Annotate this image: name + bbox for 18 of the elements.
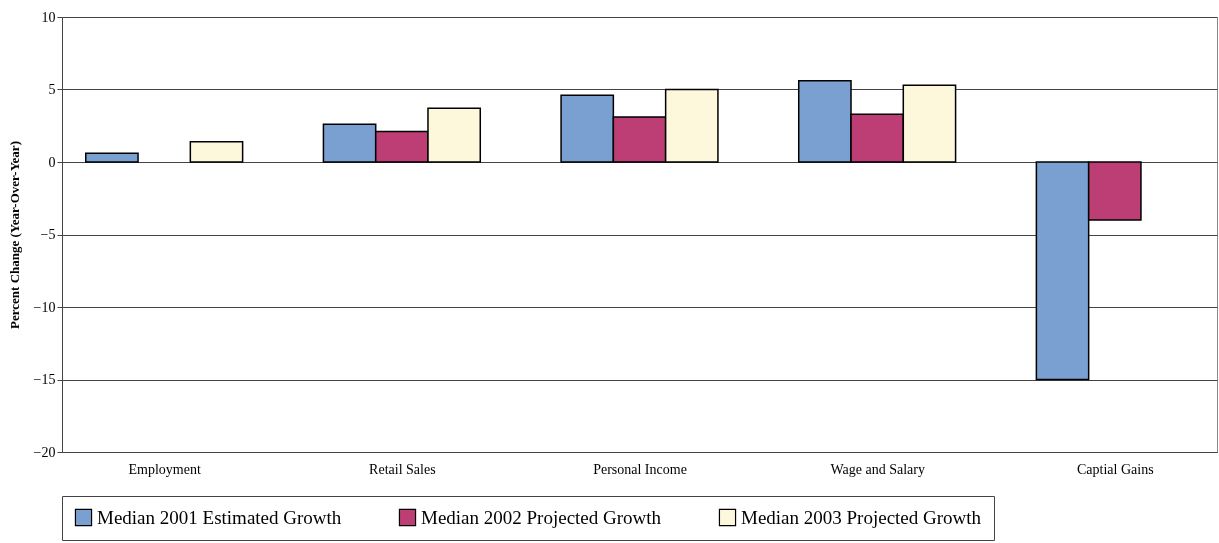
y-tick-label: 5 (48, 82, 56, 97)
y-tick-label: −20 (33, 444, 56, 460)
y-tick-label: −10 (33, 299, 56, 315)
bar (189, 140, 244, 163)
x-tick-label: Captial Gains (1077, 461, 1154, 477)
legend-label: Median 2003 Projected Growth (741, 506, 982, 528)
x-tick-label: Personal Income (593, 461, 687, 477)
y-tick-label: 10 (41, 9, 56, 25)
legend-label: Median 2002 Projected Growth (421, 506, 662, 528)
x-tick-label: Employment (128, 461, 201, 477)
x-tick-label: Retail Sales (369, 461, 436, 477)
y-axis-title: Percent Change (Year-Over-Year) (6, 141, 22, 329)
legend-label: Median 2001 Estimated Growth (97, 506, 342, 528)
bar (85, 152, 139, 163)
y-tick-label: −5 (40, 227, 56, 242)
y-tick-label: 0 (48, 154, 56, 170)
x-tick-label: Wage and Salary (830, 461, 925, 477)
y-tick-label: −15 (33, 372, 56, 387)
